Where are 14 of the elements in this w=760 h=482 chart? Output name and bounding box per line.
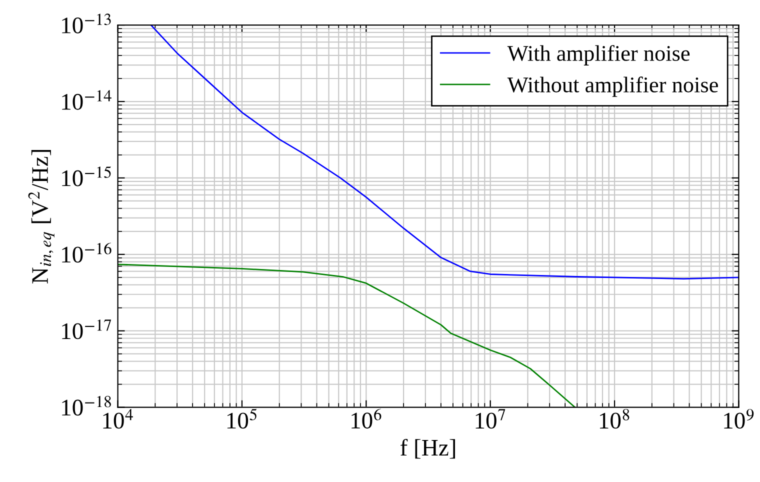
y-tick-label: 10$^{−17}$ — [62, 319, 112, 340]
y-tick-label: 10$^{−13}$ — [62, 14, 111, 34]
y-tick-label: 10$^{−14}$ — [62, 90, 112, 110]
x-axis-title: f [Hz] — [400, 438, 456, 459]
x-tick-label: 10$^{9}$ — [724, 408, 754, 429]
x-tick-label: 10$^{8}$ — [600, 408, 630, 429]
y-tick-label: 10$^{−16}$ — [62, 242, 112, 263]
x-tick-label: 10$^{5}$ — [227, 408, 257, 429]
x-tick-label: 10$^{6}$ — [352, 408, 382, 429]
x-tick-label: 10$^{7}$ — [476, 409, 506, 429]
legend-label: With amplifier noise — [507, 45, 690, 66]
y-tick-label: 10$^{−15}$ — [62, 166, 111, 186]
legend-label: Without amplifier noise — [507, 76, 718, 97]
y-axis-title: N$_{in,eq}$ [V$^{2}$/Hz] — [28, 150, 54, 284]
